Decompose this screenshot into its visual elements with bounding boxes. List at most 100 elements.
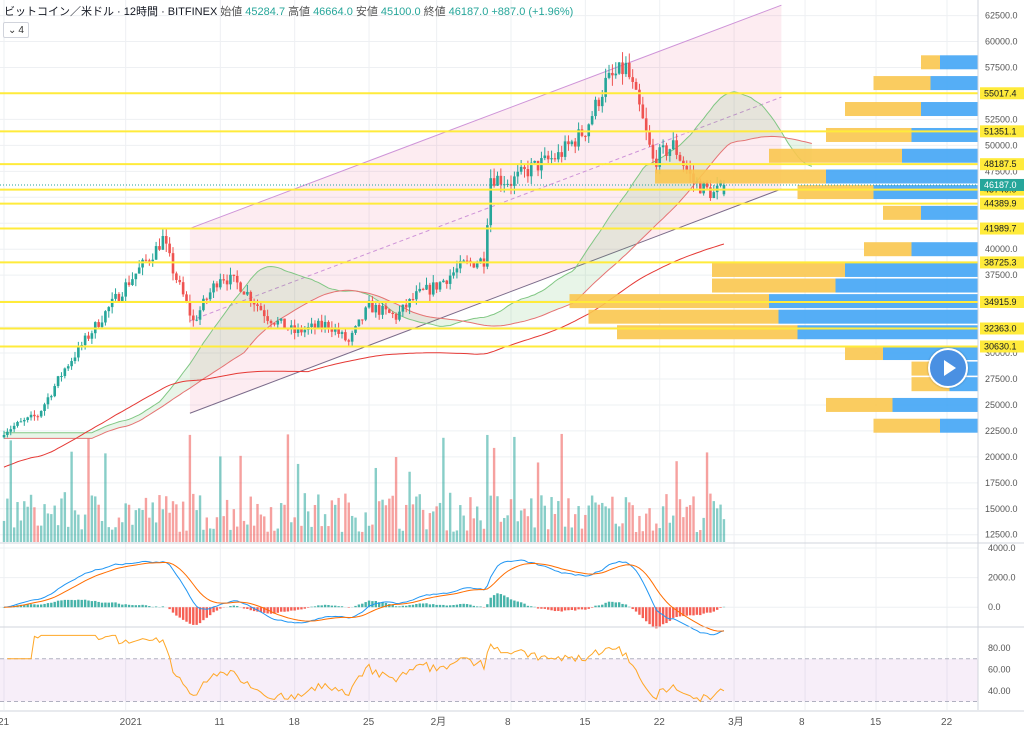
macd-histogram-bar [131,605,134,608]
volume-bar [641,531,645,542]
volume-bar [381,499,384,542]
candle [77,345,80,358]
macd-histogram-bar [479,606,482,608]
volume-bar [16,502,19,542]
macd-histogram-bar [83,599,87,608]
volume-bar [290,522,293,542]
candle [320,320,324,328]
volume-bar [455,530,459,542]
macd-axis-label: 2000.0 [988,573,1016,583]
volume-bar [394,457,398,542]
volume-bar [269,507,273,542]
candle [563,141,567,157]
macd-histogram-bar [594,605,597,608]
candle [621,62,624,75]
macd-histogram-bar [661,607,665,625]
macd-histogram-bar [563,607,567,611]
candle [391,312,394,315]
macd-histogram-bar [702,607,705,614]
volume-bar [9,440,12,542]
volume-bar [317,494,320,542]
macd-histogram-bar [445,605,448,608]
candle [63,368,67,377]
open-value: 45284.7 [245,6,286,18]
macd-histogram-bar [472,605,476,608]
macd-histogram-bar [617,602,621,608]
time-axis-label: 3月 [728,716,744,728]
candle [195,319,198,321]
volume-bar [442,437,445,542]
candle [262,310,266,317]
volume-bar [408,471,411,542]
volume-bar [215,517,219,542]
rsi-axis-label: 80.00 [988,643,1011,653]
volume-profile-bar [883,205,921,220]
macd-histogram-bar [361,603,364,608]
macd-histogram-bar [695,607,699,615]
macd-histogram-bar [523,603,526,608]
volume-bar [185,530,188,542]
candle [698,181,702,194]
volume-bar [256,503,259,542]
price-axis-label: 25000.0 [985,400,1018,410]
candle [364,307,367,320]
volume-bar [695,531,699,542]
volume-bar [476,506,479,542]
volume-bar [344,493,347,542]
channel-mid-line [189,96,782,322]
volume-bar [273,530,276,542]
macd-histogram-bar [530,606,533,608]
volume-bar [391,495,394,542]
volume-bar [354,517,357,542]
volume-bar [171,501,175,542]
candle [191,315,195,321]
macd-histogram-bar [601,604,604,608]
volume-bar [631,505,634,542]
volume-bar [469,497,472,542]
level-tag-label: 34915.9 [984,297,1017,307]
volume-bar [347,502,350,542]
volume-bar [175,504,178,542]
volume-profile-bar [911,361,931,376]
macd-histogram-bar [499,594,503,608]
candle [404,304,408,308]
candle [597,99,601,107]
candle [658,147,662,167]
macd-axis-label: 0.0 [988,602,1001,612]
symbol-title[interactable]: ビットコイン／米ドル · 12時間 · BITFINEX [4,6,218,18]
time-axis-label: 11 [214,717,225,728]
level-tag [980,295,1024,308]
macd-histogram-bar [134,605,138,608]
macd-histogram-bar [715,607,719,610]
macd-histogram-bar [202,607,205,621]
candle [631,77,634,82]
candle [6,431,9,435]
macd-histogram-bar [273,607,276,614]
interval-button[interactable]: ⌄ 4 [3,22,29,38]
candle [208,292,212,300]
candle [628,62,631,78]
candle [36,416,40,418]
candle [543,155,547,159]
candle [401,304,405,312]
candle [107,307,111,312]
volume-bar [492,447,496,542]
volume-bar [138,508,141,542]
volume-bar [188,434,192,542]
macd-histogram-bar [205,607,208,618]
volume-profile-bar [655,169,826,184]
volume-profile-bar [940,55,978,70]
level-tag [980,256,1024,269]
macd-histogram-bar [560,607,563,612]
candle [104,311,107,323]
candle [638,89,641,105]
play-icon[interactable] [928,348,968,388]
candle [354,326,357,333]
macd-histogram-bar [148,606,151,608]
ichimoku-cloud [4,91,812,439]
candle [381,305,384,315]
candle [465,260,469,262]
volume-bar [303,493,307,542]
volume-bar [70,451,73,542]
